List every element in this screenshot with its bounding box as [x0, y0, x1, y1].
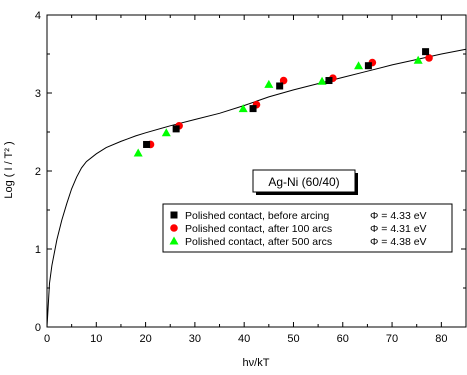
y-tick-label: 1: [35, 244, 41, 256]
x-axis-label: hν/kT: [243, 357, 270, 369]
x-tick-label: 20: [139, 333, 151, 345]
legend-label: Polished contact, before arcing: [185, 210, 329, 222]
x-tick-label: 60: [337, 333, 349, 345]
data-point-square: [172, 125, 180, 133]
data-point-square: [364, 62, 372, 70]
x-tick-label: 50: [287, 333, 299, 345]
fit-curve: [46, 48, 467, 328]
data-point-circle: [425, 54, 433, 62]
legend-phi: Φ = 4.33 eV: [370, 210, 427, 222]
data-point-triangle: [161, 128, 171, 137]
data-point-triangle: [238, 104, 248, 113]
legend-box: [162, 203, 453, 253]
data-point-square: [422, 48, 430, 56]
annotation-layer: Ag-Ni (60/40): [252, 169, 358, 195]
data-point-triangle: [354, 61, 364, 70]
legend-label: Polished contact, after 100 arcs: [185, 223, 332, 235]
data-point-triangle: [413, 55, 423, 64]
legend-marker-triangle: [169, 236, 179, 245]
x-tick-label: 70: [386, 333, 398, 345]
legend-marker-circle: [170, 224, 178, 232]
data-marks: [133, 48, 433, 157]
data-point-square: [143, 140, 151, 148]
x-tick-label: 10: [90, 333, 102, 345]
legend-phi: Φ = 4.38 eV: [370, 236, 427, 248]
legend-phi: Φ = 4.31 eV: [370, 223, 427, 235]
annotation-box-shadow-right: [355, 173, 358, 195]
fit-curve-layer: [46, 48, 467, 328]
legend-label: Polished contact, after 500 arcs: [185, 236, 332, 248]
data-point-circle: [279, 76, 288, 85]
x-tick-label: 80: [435, 333, 447, 345]
data-point-square: [325, 77, 333, 85]
data-point-triangle: [133, 148, 143, 157]
y-tick-label: 2: [35, 166, 41, 178]
data-point-square: [249, 105, 257, 113]
legend-marker-square: [170, 211, 178, 219]
y-tick-label: 0: [35, 322, 41, 334]
data-point-square: [276, 82, 284, 90]
annotation-text: Ag-Ni (60/40): [268, 175, 339, 189]
axes: 0 10 20 30 40 50 60 70 80 0 1 2 3 4: [35, 10, 467, 345]
x-tick-label: 40: [238, 333, 250, 345]
x-tick-label: 0: [44, 333, 50, 345]
x-tick-label: 30: [189, 333, 201, 345]
y-tick-label: 4: [35, 10, 41, 22]
data-point-triangle: [264, 79, 274, 88]
data-point-triangle: [317, 76, 327, 85]
y-axis-label: Log ( I / T² ): [3, 141, 15, 198]
legend: Polished contact, before arcing Φ = 4.33 …: [162, 203, 453, 253]
annotation-box-shadow-bottom: [256, 192, 358, 195]
y-tick-label: 3: [35, 88, 41, 100]
